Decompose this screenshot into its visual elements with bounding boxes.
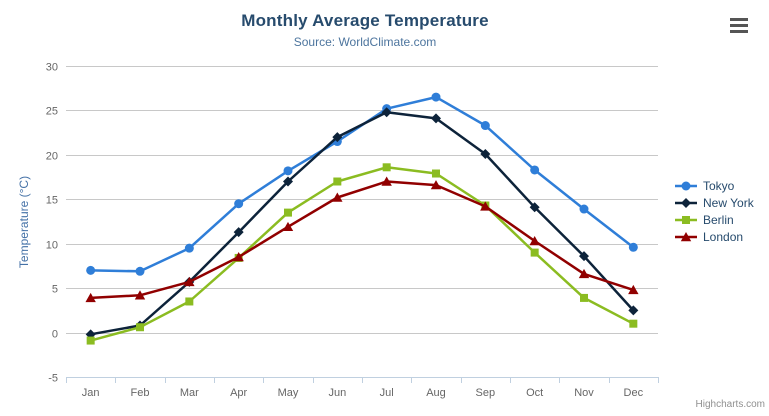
data-point-new-york-oct[interactable] xyxy=(529,202,540,213)
y-axis-title: Temperature (°C) xyxy=(17,175,31,269)
data-point-berlin-feb[interactable] xyxy=(136,323,144,332)
chart-title: Monthly Average Temperature xyxy=(241,11,489,30)
data-point-london-may[interactable] xyxy=(282,221,294,232)
y-axis-label: 5 xyxy=(52,284,58,296)
data-point-tokyo-oct[interactable] xyxy=(530,165,540,175)
legend-marker-shape-new-york[interactable] xyxy=(681,197,691,208)
data-point-tokyo-nov[interactable] xyxy=(579,204,589,214)
y-axis-label: 15 xyxy=(46,195,58,207)
data-point-london-jul[interactable] xyxy=(381,176,392,186)
legend-marker-tokyo xyxy=(675,181,697,190)
legend-label-berlin: Berlin xyxy=(703,212,734,227)
data-point-london-oct[interactable] xyxy=(529,236,540,246)
hamburger-menu-icon xyxy=(730,18,748,21)
data-point-tokyo-mar[interactable] xyxy=(184,243,194,253)
data-point-berlin-jun[interactable] xyxy=(333,177,342,186)
hamburger-menu-icon xyxy=(730,30,748,33)
chart-subtitle: Source: WorldClimate.com xyxy=(293,35,437,49)
data-point-berlin-oct[interactable] xyxy=(530,248,539,257)
x-axis-label: Dec xyxy=(624,387,644,399)
data-point-tokyo-sep[interactable] xyxy=(480,121,490,131)
data-point-london-dec[interactable] xyxy=(628,284,639,295)
data-point-london-jan[interactable] xyxy=(85,292,96,303)
y-axis-label: 30 xyxy=(46,62,58,74)
legend-marker-shape-berlin[interactable] xyxy=(682,215,690,224)
series-line-london[interactable] xyxy=(89,180,635,300)
series-line-tokyo[interactable] xyxy=(89,95,635,273)
data-point-berlin-mar[interactable] xyxy=(185,297,194,306)
y-axis-label: -5 xyxy=(48,373,58,385)
x-axis-label: Aug xyxy=(426,387,446,399)
hamburger-menu-icon xyxy=(730,24,748,27)
data-point-new-york-sep[interactable] xyxy=(480,148,491,159)
data-point-berlin-may[interactable] xyxy=(284,208,292,217)
legend-label-tokyo: Tokyo xyxy=(703,178,735,193)
data-point-tokyo-dec[interactable] xyxy=(628,242,638,252)
data-point-berlin-jul[interactable] xyxy=(382,163,391,172)
legend-label-london: London xyxy=(703,229,744,244)
x-axis-label: Jul xyxy=(380,387,394,399)
data-point-london-sep[interactable] xyxy=(480,201,491,211)
data-point-new-york-jul[interactable] xyxy=(381,107,392,118)
data-point-tokyo-may[interactable] xyxy=(283,166,293,176)
data-point-london-aug[interactable] xyxy=(430,180,442,190)
legend-item-new-york[interactable]: New York xyxy=(674,194,754,211)
y-axis-label: 10 xyxy=(46,240,58,252)
legend-item-tokyo[interactable]: Tokyo xyxy=(674,177,754,194)
legend-label-new-york: New York xyxy=(703,195,754,210)
x-axis-label: Jan xyxy=(82,387,100,399)
data-point-berlin-nov[interactable] xyxy=(580,293,588,302)
y-axis-label: 0 xyxy=(52,329,58,341)
series-line-berlin[interactable] xyxy=(89,166,635,342)
x-axis-label: Mar xyxy=(180,387,199,399)
data-point-london-nov[interactable] xyxy=(578,268,590,279)
data-point-tokyo-jan[interactable] xyxy=(86,265,96,275)
data-point-new-york-apr[interactable] xyxy=(233,227,244,238)
legend-marker-shape-london[interactable] xyxy=(680,231,692,241)
data-point-tokyo-aug[interactable] xyxy=(431,92,441,102)
y-axis-label: 20 xyxy=(46,151,58,163)
data-point-london-feb[interactable] xyxy=(134,290,146,300)
legend-marker-london xyxy=(675,231,697,241)
x-axis-label: Sep xyxy=(476,387,496,399)
legend: Tokyo New York Berlin London xyxy=(674,177,754,245)
y-axis-label: 25 xyxy=(46,106,58,118)
highcharts-credit[interactable]: Highcharts.com xyxy=(695,399,765,410)
data-point-new-york-may[interactable] xyxy=(283,176,293,187)
data-point-tokyo-apr[interactable] xyxy=(234,199,244,209)
data-point-berlin-dec[interactable] xyxy=(629,319,638,328)
series-line-new-york[interactable] xyxy=(89,110,635,336)
x-axis-label: Jun xyxy=(328,387,346,399)
chart-context-menu-button[interactable] xyxy=(730,18,748,33)
x-axis-label: Oct xyxy=(526,387,543,399)
data-point-new-york-nov[interactable] xyxy=(579,251,589,262)
x-axis-label: Nov xyxy=(574,387,594,399)
data-point-tokyo-feb[interactable] xyxy=(135,266,145,276)
legend-item-berlin[interactable]: Berlin xyxy=(674,211,754,228)
data-point-new-york-jun[interactable] xyxy=(332,132,343,143)
data-point-london-mar[interactable] xyxy=(184,276,195,287)
data-point-berlin-jan[interactable] xyxy=(86,336,95,345)
x-axis-label: May xyxy=(278,387,299,399)
data-point-berlin-aug[interactable] xyxy=(432,169,440,178)
data-point-london-apr[interactable] xyxy=(233,252,244,262)
data-point-london-jun[interactable] xyxy=(332,192,343,202)
x-axis-label: Apr xyxy=(230,387,247,399)
legend-marker-shape-tokyo[interactable] xyxy=(681,181,691,190)
legend-marker-new-york xyxy=(675,197,697,208)
data-point-new-york-aug[interactable] xyxy=(431,113,441,124)
legend-item-london[interactable]: London xyxy=(674,228,754,245)
x-axis-label: Feb xyxy=(131,387,150,399)
legend-marker-berlin xyxy=(675,215,697,224)
data-point-new-york-dec[interactable] xyxy=(628,305,639,316)
